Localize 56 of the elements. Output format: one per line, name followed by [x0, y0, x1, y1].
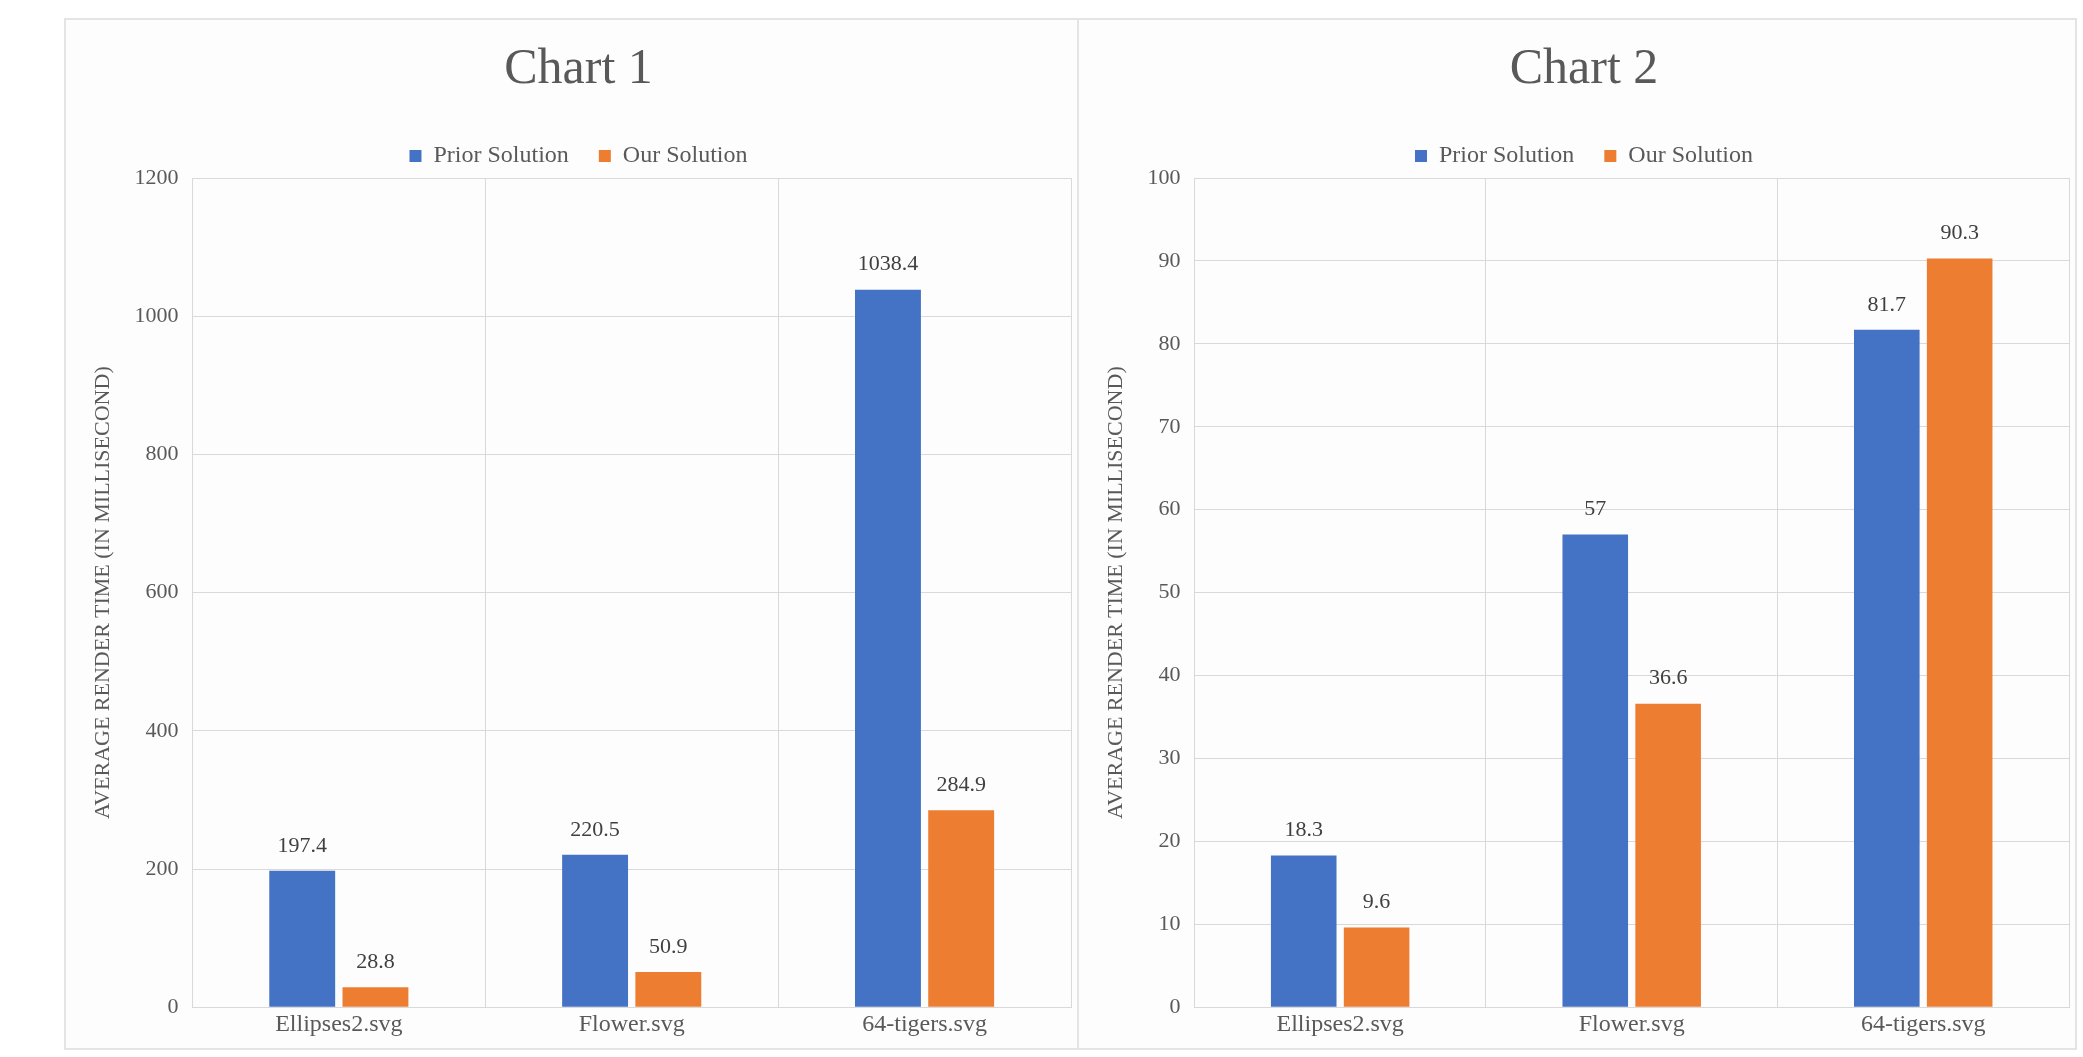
- data-label: 50.9: [649, 932, 688, 958]
- bar: [1343, 927, 1410, 1007]
- y-tick-label: 70: [1158, 412, 1181, 438]
- bar: [1635, 703, 1701, 1007]
- data-label: 9.6: [1362, 888, 1391, 914]
- bar: [635, 972, 702, 1007]
- bar: [1853, 329, 1920, 1007]
- data-label: 18.3: [1284, 816, 1323, 842]
- y-tick-label: 90: [1158, 246, 1181, 272]
- y-tick-label: 40: [1158, 661, 1181, 687]
- bar: [342, 987, 409, 1007]
- bar: [1926, 258, 1993, 1007]
- x-tick-label: Flower.svg: [578, 1009, 685, 1036]
- bar: [1562, 534, 1629, 1007]
- y-tick-label: 50: [1158, 578, 1181, 604]
- y-tick-label: 0: [1169, 992, 1181, 1018]
- x-tick-label: 64-tigers.svg: [1860, 1009, 1986, 1036]
- y-tick-label: 80: [1158, 329, 1181, 355]
- bar: [562, 854, 629, 1007]
- data-label: 90.3: [1940, 219, 1979, 245]
- y-tick-label: 800: [145, 440, 179, 466]
- legend-label: Prior Solution: [433, 141, 569, 168]
- y-axis-title: AVERAGE RENDER TIME (IN MILLISECOND): [88, 366, 114, 819]
- y-tick-label: 1200: [134, 163, 179, 189]
- data-label: 197.4: [277, 831, 327, 857]
- x-tick-label: Flower.svg: [1578, 1009, 1685, 1036]
- x-tick-label: Ellipses2.svg: [1276, 1009, 1404, 1036]
- legend-label: Prior Solution: [1438, 141, 1575, 168]
- data-label: 28.8: [356, 948, 395, 974]
- chart-title: Chart 2: [1509, 38, 1659, 95]
- y-tick-label: 1000: [134, 301, 179, 327]
- y-tick-label: 30: [1158, 744, 1181, 770]
- data-label: 57: [1584, 495, 1607, 521]
- y-tick-label: 10: [1158, 910, 1181, 936]
- bar: [1270, 855, 1337, 1007]
- chart-title: Chart 1: [504, 38, 653, 95]
- y-tick-label: 200: [145, 854, 179, 880]
- y-tick-label: 0: [167, 992, 179, 1018]
- data-label: 81.7: [1867, 290, 1907, 316]
- y-tick-label: 600: [145, 578, 179, 604]
- bar: [855, 289, 921, 1007]
- y-axis-title: AVERAGE RENDER TIME (IN MILLISECOND): [1101, 366, 1127, 819]
- y-tick-label: 400: [145, 716, 179, 742]
- legend-label: Our Solution: [1628, 141, 1754, 168]
- data-label: 1038.4: [857, 250, 919, 276]
- x-tick-label: Ellipses2.svg: [275, 1009, 403, 1036]
- y-tick-label: 60: [1158, 495, 1181, 521]
- x-tick-label: 64-tigers.svg: [862, 1009, 987, 1036]
- bar: [928, 810, 995, 1007]
- y-tick-label: 100: [1147, 163, 1181, 189]
- bar: [269, 870, 336, 1007]
- legend-label: Our Solution: [622, 141, 748, 168]
- data-label: 284.9: [936, 771, 986, 797]
- y-tick-label: 20: [1158, 827, 1181, 853]
- data-label: 36.6: [1648, 664, 1688, 690]
- data-label: 220.5: [570, 815, 620, 841]
